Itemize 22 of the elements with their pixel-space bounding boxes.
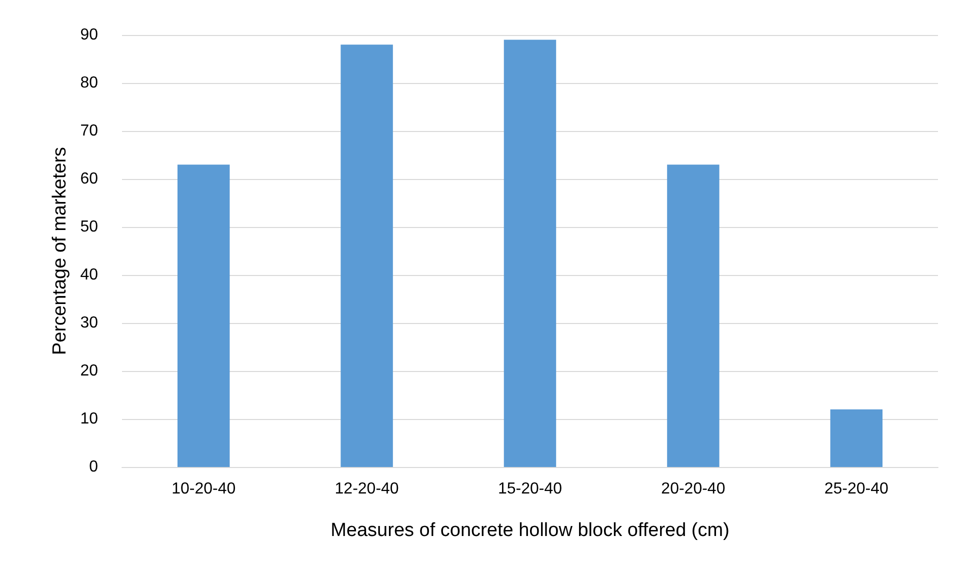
- x-tick-label: 25-20-40: [824, 480, 889, 498]
- y-tick-label: 60: [80, 170, 98, 188]
- y-tick-label: 30: [80, 314, 98, 332]
- y-tick-label: 80: [80, 74, 98, 92]
- bar: [830, 409, 883, 467]
- y-tick-label: 10: [80, 410, 98, 428]
- x-tick-label: 12-20-40: [334, 480, 399, 498]
- y-tick-label: 20: [80, 362, 98, 380]
- y-tick-label: 0: [89, 458, 98, 476]
- bar: [340, 44, 393, 467]
- y-axis-title: Percentage of marketers: [49, 146, 70, 356]
- x-tick-label: 10-20-40: [172, 480, 236, 498]
- y-tick-label: 40: [80, 266, 98, 284]
- bar: [504, 40, 556, 467]
- x-axis-title: Measures of concrete hollow block offered (cm): [330, 520, 730, 541]
- x-tick-label: 15-20-40: [498, 480, 562, 498]
- y-tick-label: 70: [80, 122, 98, 140]
- bar: [667, 164, 720, 467]
- bar: [177, 164, 230, 467]
- x-tick-label: 20-20-40: [661, 480, 726, 498]
- y-tick-label: 90: [80, 26, 98, 44]
- y-tick-label: 50: [80, 218, 98, 236]
